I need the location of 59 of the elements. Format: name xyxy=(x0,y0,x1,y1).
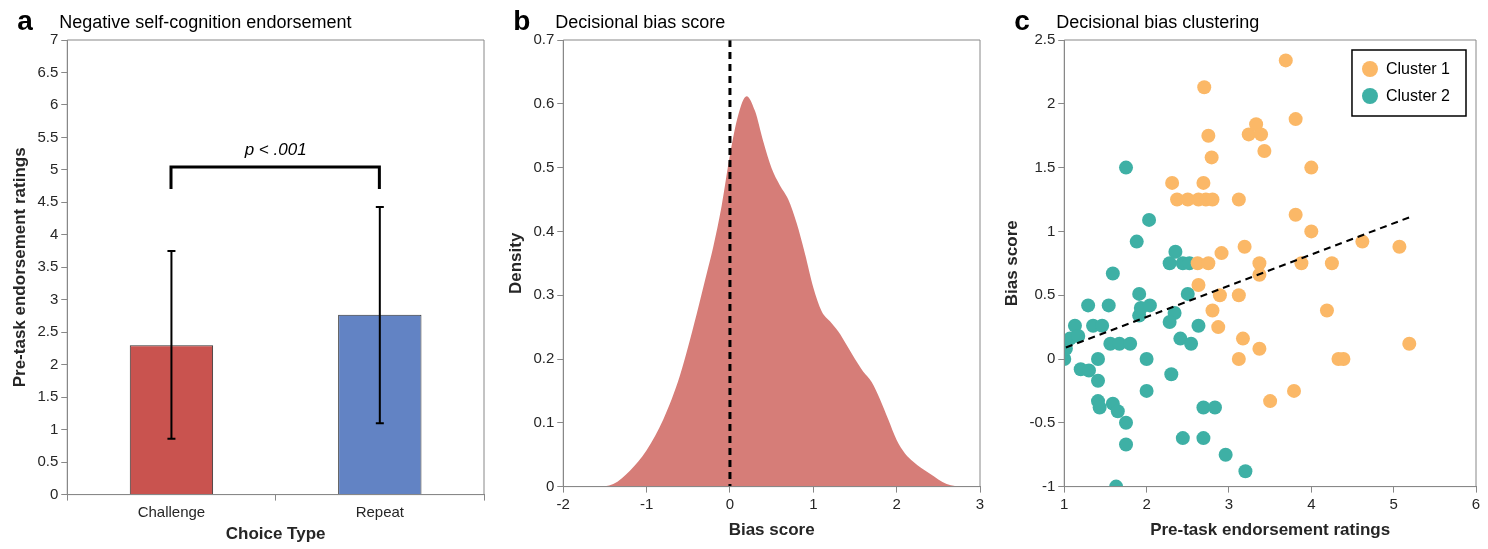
y-tick-label: 1 xyxy=(49,419,59,437)
text: c xyxy=(1014,5,1030,36)
chart-title: Decisional bias score xyxy=(555,12,726,32)
y-axis-title: Pre-task endorsement ratings xyxy=(9,147,29,388)
x-tick-label: Challenge xyxy=(137,502,206,520)
x-tick-label: 5 xyxy=(1389,494,1398,512)
y-tick-label: 0.1 xyxy=(533,412,555,430)
y-tick-label: 0.2 xyxy=(533,349,555,367)
x-tick-label: 6 xyxy=(1471,494,1481,512)
y-tick-label: 0.7 xyxy=(533,30,555,48)
x-tick-label: 4 xyxy=(1307,494,1316,512)
y-tick-label: 1.5 xyxy=(1034,157,1056,175)
y-tick-label: 2 xyxy=(1046,93,1056,111)
text: b xyxy=(513,5,531,36)
y-axis-title: Bias score xyxy=(1001,220,1021,307)
y-tick-label: 7 xyxy=(49,30,59,48)
y-tick-label: 5 xyxy=(49,160,59,178)
y-tick-label: 4 xyxy=(49,224,59,242)
y-tick-label: 0.3 xyxy=(533,285,555,303)
annotation: p < .001 xyxy=(243,139,307,159)
x-axis-title: Pre-task endorsement ratings xyxy=(1150,520,1391,540)
y-tick-label: 0.6 xyxy=(533,93,555,111)
x-tick-label: 3 xyxy=(975,494,985,512)
y-tick-label: 6.5 xyxy=(37,62,59,80)
y-tick-label: 3.5 xyxy=(37,257,59,275)
y-tick-label: 4.5 xyxy=(37,192,59,210)
x-tick-label: 1 xyxy=(809,494,818,512)
x-tick-label: Repeat xyxy=(355,502,405,520)
y-tick-label: 2.5 xyxy=(1034,30,1056,48)
x-tick-label: -2 xyxy=(556,494,570,512)
x-tick-label: 2 xyxy=(892,494,901,512)
y-tick-label: 0.4 xyxy=(533,221,555,239)
x-tick-label: 3 xyxy=(1224,494,1234,512)
chart-title: Negative self-cognition endorsement xyxy=(59,12,352,32)
x-axis-title: Choice Type xyxy=(225,524,326,544)
y-tick-label: 3 xyxy=(49,289,59,307)
x-tick-label: -1 xyxy=(639,494,654,512)
y-tick-label: 0 xyxy=(1046,349,1056,367)
y-tick-label: 1.5 xyxy=(37,387,59,405)
y-tick-label: 5.5 xyxy=(37,127,59,145)
x-tick-label: 2 xyxy=(1142,494,1151,512)
legend-label: Cluster 1 xyxy=(1385,60,1451,78)
y-tick-label: -1 xyxy=(1041,476,1056,494)
text: a xyxy=(17,5,34,36)
y-tick-label: 0.5 xyxy=(37,452,59,470)
y-tick-label: 0.5 xyxy=(533,157,555,175)
x-tick-label: 0 xyxy=(725,494,735,512)
y-tick-label: -0.5 xyxy=(1029,412,1056,430)
x-axis-title: Bias score xyxy=(728,520,815,540)
y-tick-label: 6 xyxy=(49,95,59,113)
y-tick-label: 1 xyxy=(1046,221,1056,239)
y-tick-label: 2 xyxy=(49,354,59,372)
y-tick-label: 0.5 xyxy=(1034,285,1056,303)
legend-label: Cluster 2 xyxy=(1385,87,1451,105)
x-tick-label: 1 xyxy=(1060,494,1069,512)
chart-title: Decisional bias clustering xyxy=(1056,12,1260,32)
y-tick-label: 0 xyxy=(545,476,555,494)
y-tick-label: 2.5 xyxy=(37,322,59,340)
y-axis-title: Density xyxy=(505,232,525,295)
